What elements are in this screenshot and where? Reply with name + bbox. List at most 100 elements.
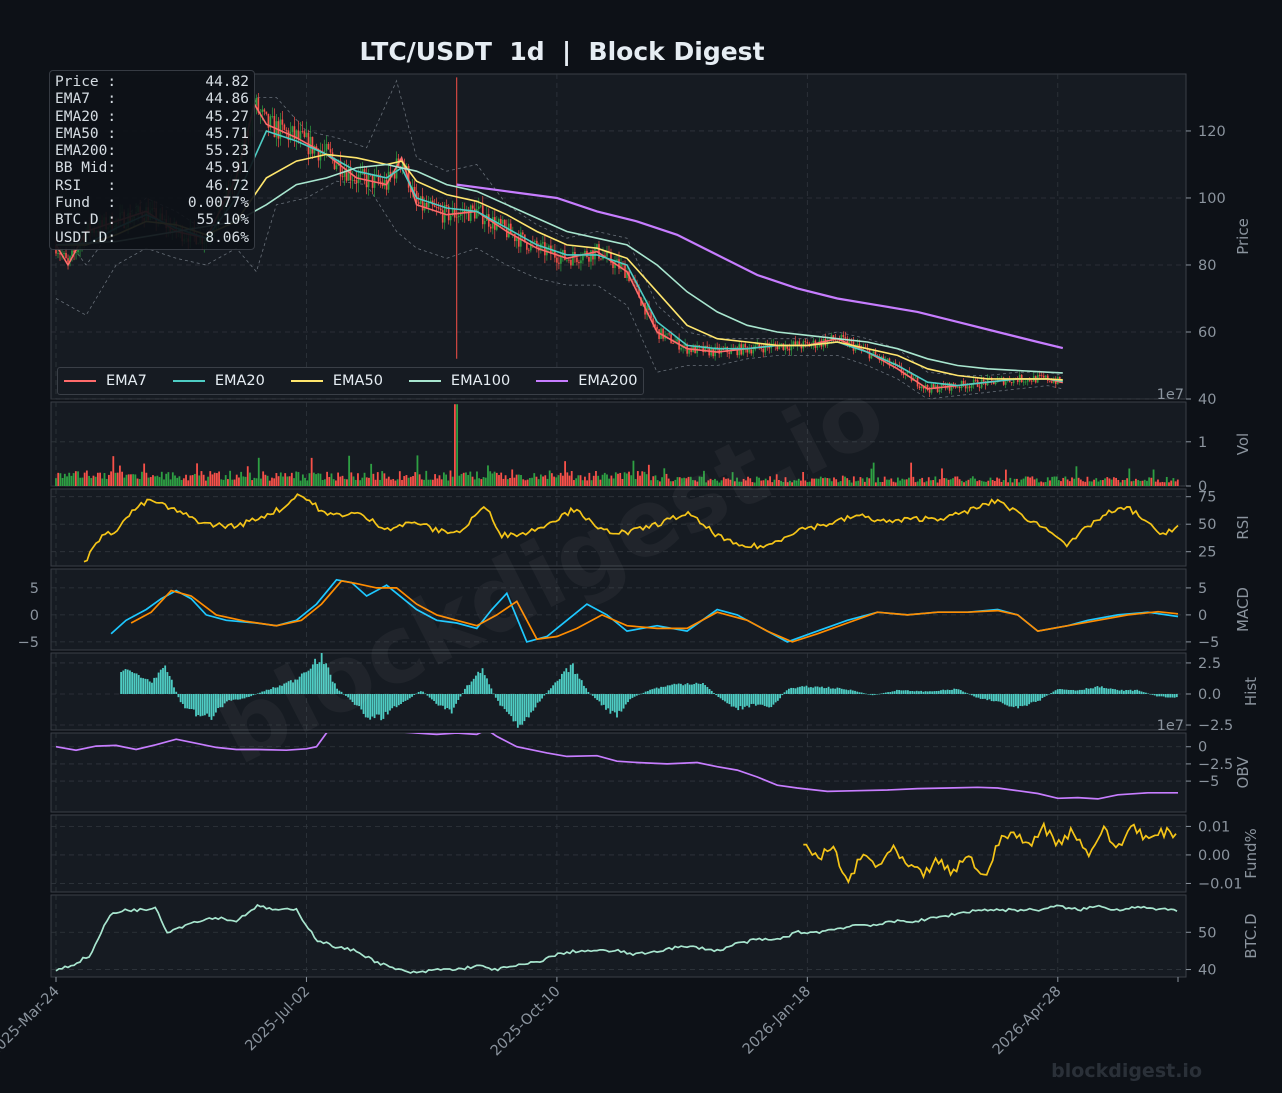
volume-bar bbox=[736, 477, 738, 486]
volume-bar bbox=[998, 478, 1001, 486]
histogram-bar bbox=[578, 678, 581, 694]
histogram-bar bbox=[527, 693, 530, 718]
histogram-bar bbox=[406, 693, 409, 700]
volume-bar bbox=[658, 481, 661, 486]
histogram-bar bbox=[422, 691, 424, 694]
volume-bar bbox=[1053, 476, 1056, 486]
volume-bar bbox=[1013, 478, 1016, 486]
volume-bar bbox=[936, 482, 939, 486]
volume-bar bbox=[833, 477, 835, 486]
volume-bar bbox=[573, 480, 575, 486]
volume-bar bbox=[553, 476, 555, 486]
candle-body bbox=[716, 347, 718, 348]
candle-body bbox=[862, 348, 865, 350]
volume-bar bbox=[846, 478, 849, 486]
candle-body bbox=[467, 209, 470, 221]
info-value: 55.23 bbox=[205, 143, 249, 160]
histogram-bar bbox=[909, 691, 912, 694]
volume-bar bbox=[1000, 481, 1003, 486]
volume-bar bbox=[55, 478, 57, 486]
histogram-bar bbox=[140, 677, 142, 694]
candle-body bbox=[612, 262, 614, 269]
candle-body bbox=[758, 343, 761, 348]
histogram-bar bbox=[836, 687, 839, 694]
volume-bar bbox=[1042, 482, 1045, 486]
histogram-bar bbox=[155, 677, 158, 694]
volume-bar bbox=[1161, 481, 1164, 486]
info-value: 46.72 bbox=[205, 177, 249, 194]
candle-body bbox=[77, 249, 79, 253]
histogram-bar bbox=[228, 693, 231, 701]
histogram-bar bbox=[525, 693, 528, 718]
histogram-bar bbox=[953, 688, 956, 694]
volume-bar bbox=[251, 480, 254, 486]
candle-body bbox=[902, 372, 905, 376]
histogram-bar bbox=[788, 688, 790, 694]
histogram-bar bbox=[175, 691, 178, 694]
histogram-bar bbox=[627, 693, 629, 703]
histogram-bar bbox=[843, 689, 845, 694]
candle-body bbox=[311, 136, 314, 154]
info-value: 8.06% bbox=[205, 229, 249, 246]
candle-body bbox=[624, 264, 626, 278]
volume-bar bbox=[769, 476, 771, 486]
candle-body bbox=[351, 180, 354, 181]
histogram-bar bbox=[1171, 693, 1174, 698]
histogram-bar bbox=[719, 693, 722, 699]
panel-vol: 0 1 Vol 1e7 bbox=[50, 387, 1252, 495]
histogram-bar bbox=[1156, 693, 1158, 697]
histogram-bar bbox=[825, 687, 828, 694]
histogram-bar bbox=[259, 692, 261, 694]
candle-body bbox=[656, 326, 658, 330]
volume-bar bbox=[271, 477, 273, 486]
volume-bar bbox=[429, 479, 432, 486]
candle-body bbox=[457, 215, 460, 218]
histogram-bar bbox=[962, 691, 964, 694]
candle-body bbox=[1050, 381, 1053, 383]
footer-brand: blockdigest.io bbox=[1051, 1060, 1202, 1082]
volume-bar bbox=[1044, 481, 1047, 486]
candle-body bbox=[922, 386, 925, 389]
candle-body bbox=[295, 130, 298, 139]
volume-bar bbox=[282, 476, 284, 486]
volume-bar bbox=[127, 474, 130, 486]
y-tick-label: 120 bbox=[1198, 124, 1226, 140]
candle-body bbox=[676, 338, 678, 342]
candle-body bbox=[57, 253, 59, 254]
histogram-bar bbox=[1045, 693, 1048, 696]
volume-bar bbox=[857, 480, 860, 486]
histogram-bar bbox=[177, 693, 180, 698]
volume-bar bbox=[1176, 479, 1179, 486]
volume-bar bbox=[813, 478, 816, 486]
histogram-bar bbox=[968, 693, 971, 695]
histogram-bar bbox=[561, 673, 563, 694]
candle-body bbox=[698, 345, 700, 347]
candle-body bbox=[638, 286, 640, 298]
candle-body bbox=[942, 384, 945, 386]
volume-bar bbox=[145, 472, 148, 486]
histogram-bar bbox=[1107, 688, 1110, 694]
volume-bar bbox=[539, 474, 542, 486]
candle-body bbox=[844, 336, 847, 339]
histogram-bar bbox=[472, 678, 475, 694]
histogram-bar bbox=[988, 693, 991, 700]
volume-bar bbox=[1135, 478, 1137, 486]
histogram-bar bbox=[818, 687, 821, 694]
histogram-bar bbox=[688, 684, 691, 694]
volume-bar bbox=[328, 477, 331, 486]
volume-bar bbox=[92, 475, 95, 486]
histogram-bar bbox=[715, 693, 718, 696]
histogram-bar bbox=[120, 672, 123, 694]
panel-frame bbox=[50, 732, 1187, 813]
volume-bar bbox=[264, 474, 267, 486]
histogram-bar bbox=[316, 663, 319, 694]
volume-bar bbox=[193, 473, 196, 486]
volume-bar bbox=[804, 480, 807, 486]
volume-bar bbox=[775, 474, 778, 486]
histogram-bar bbox=[869, 693, 872, 695]
histogram-bar bbox=[362, 693, 365, 714]
histogram-bar bbox=[184, 693, 186, 709]
volume-bar bbox=[949, 479, 952, 486]
volume-bar bbox=[641, 471, 644, 486]
volume-bar bbox=[202, 474, 205, 486]
